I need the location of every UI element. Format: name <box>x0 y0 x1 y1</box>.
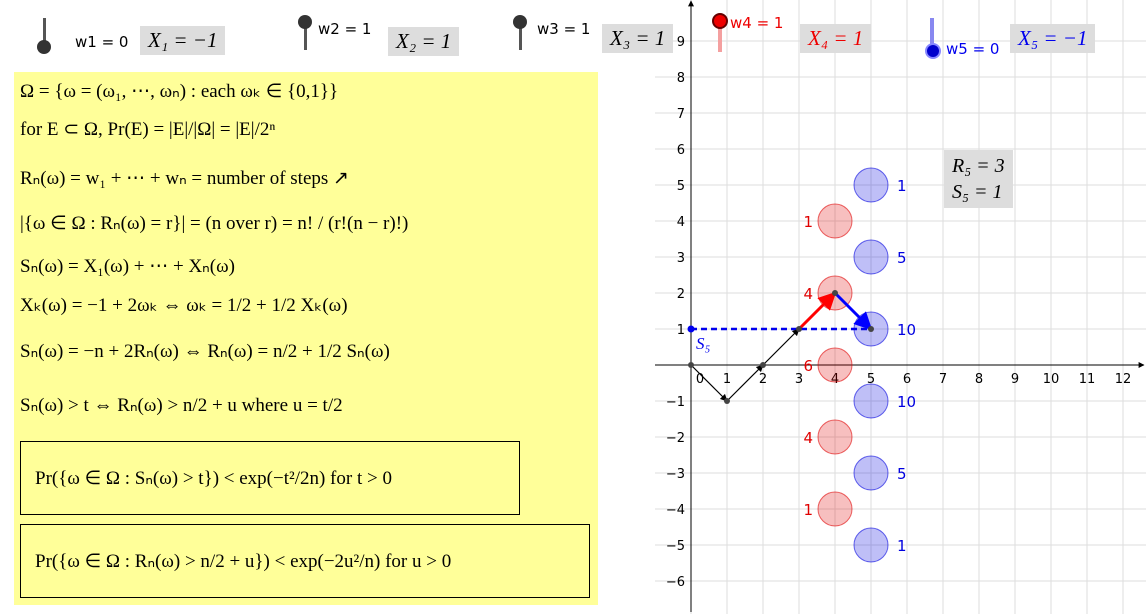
circle-label: 1 <box>803 213 813 231</box>
x-tick-label: 6 <box>903 372 911 387</box>
y-tick-label: −5 <box>666 539 685 554</box>
circle-label: 5 <box>897 249 907 267</box>
probability-circle <box>853 455 889 491</box>
path-step <box>690 364 728 402</box>
slider-knob[interactable] <box>712 13 728 29</box>
probability-circle <box>817 203 853 239</box>
x-tick-label: 9 <box>1011 372 1019 387</box>
slider-label: w3 = 1 <box>537 20 591 38</box>
slider-knob[interactable] <box>925 43 941 59</box>
y-tick-label: 8 <box>677 71 685 86</box>
probability-circle <box>853 239 889 275</box>
circle-label: 5 <box>897 465 907 483</box>
circle-label: 10 <box>897 321 916 339</box>
slider-track <box>43 18 46 50</box>
value-box: X₃ = 1 <box>602 24 674 53</box>
probability-circle <box>817 347 853 383</box>
x-tick-label: 0 <box>696 372 704 387</box>
slider-label: w4 = 1 <box>730 14 784 32</box>
x-tick-label: 1 <box>723 372 731 387</box>
y-tick-label: −4 <box>666 503 685 518</box>
value-box: X₄ = 1 <box>800 24 872 53</box>
y-tick-label: 7 <box>677 107 685 122</box>
path-step <box>762 328 800 366</box>
value-box: X₅ = −1 <box>1010 24 1096 53</box>
slider-label: w1 = 0 <box>75 33 129 51</box>
y-tick-label: 2 <box>677 287 685 302</box>
circle-label: 4 <box>803 429 813 447</box>
slider-knob[interactable] <box>298 15 312 29</box>
y-tick-label: 9 <box>677 35 685 50</box>
x-tick-label: 4 <box>831 372 839 387</box>
y-tick-label: 6 <box>677 143 685 158</box>
path-vertex <box>724 398 730 404</box>
x-tick-label: 5 <box>867 372 875 387</box>
y-tick-label: 1 <box>677 323 685 338</box>
circle-label: 6 <box>803 357 813 375</box>
path-step <box>833 291 873 331</box>
probability-circle <box>853 527 889 563</box>
circle-label: 1 <box>897 177 907 195</box>
probability-circle <box>853 167 889 203</box>
x-tick-label: 3 <box>795 372 803 387</box>
formula-line: Ω = {ω = (ω₁, ⋯, ωₙ) : each ωₖ ∈ {0,1}} <box>20 81 339 102</box>
x-tick-label: 12 <box>1115 372 1132 387</box>
info-line: S₅ = 1 <box>952 181 1003 203</box>
path-step <box>797 291 837 331</box>
point <box>687 325 695 333</box>
probability-circle <box>853 383 889 419</box>
x-tick-label: 2 <box>759 372 767 387</box>
circle-label: 10 <box>897 393 916 411</box>
slider-track <box>519 18 522 50</box>
path-step <box>726 364 764 402</box>
slider-label: w5 = 0 <box>946 40 1000 58</box>
y-tick-label: 3 <box>677 251 685 266</box>
x-tick-label: 10 <box>1043 372 1060 387</box>
formula-line: Sₙ(ω) = −n + 2Rₙ(ω) ⇔ Rₙ(ω) = n/2 + 1/2 … <box>20 341 390 362</box>
circle-label: 1 <box>897 537 907 555</box>
probability-circle <box>817 419 853 455</box>
formula-panel: Ω = {ω = (ω₁, ⋯, ωₙ) : each ωₖ ∈ {0,1}} f… <box>14 72 598 605</box>
formula-line: Rₙ(ω) = w₁ + ⋯ + wₙ = number of steps ↗ <box>20 168 349 189</box>
formula-box: Pr({ω ∈ Ω : Rₙ(ω) > n/2 + u}) < exp(−2u²… <box>20 524 590 598</box>
info-box: R₅ = 3 S₅ = 1 <box>944 150 1013 208</box>
slider-track <box>304 18 307 50</box>
slider-track <box>718 18 722 52</box>
value-box: X₁ = −1 <box>140 26 226 55</box>
value-box: X₂ = 1 <box>388 27 460 56</box>
formula-line: Xₖ(ω) = −1 + 2ωₖ ⇔ ωₖ = 1/2 + 1/2 Xₖ(ω) <box>20 295 348 316</box>
info-line: R₅ = 3 <box>952 155 1005 177</box>
x-tick-label: 7 <box>939 372 947 387</box>
formula-line: Sₙ(ω) > t ⇔ Rₙ(ω) > n/2 + u where u = t/… <box>20 395 343 416</box>
formula-box: Pr({ω ∈ Ω : Sₙ(ω) > t}) < exp(−t²/2n) fo… <box>20 441 520 515</box>
x-tick-label: 8 <box>975 372 983 387</box>
y-tick-label: 5 <box>677 179 685 194</box>
slider-knob[interactable] <box>513 15 527 29</box>
probability-circle <box>817 491 853 527</box>
circle-label: 1 <box>803 501 813 519</box>
path-vertex <box>760 362 766 368</box>
x-tick-label: 11 <box>1079 372 1096 387</box>
circle-label: 4 <box>803 285 813 303</box>
y-tick-label: −6 <box>666 575 685 590</box>
slider-knob[interactable] <box>37 40 51 54</box>
slider-label: w2 = 1 <box>318 20 372 38</box>
path-vertex <box>868 326 874 332</box>
y-tick-label: −1 <box>666 395 685 410</box>
y-tick-label: −3 <box>666 467 685 482</box>
formula-line: for E ⊂ Ω, Pr(E) = |E|/|Ω| = |E|/2ⁿ <box>20 119 276 140</box>
path-vertex <box>796 326 802 332</box>
formula-line: Sₙ(ω) = X₁(ω) + ⋯ + Xₙ(ω) <box>20 256 235 277</box>
path-vertex <box>688 362 694 368</box>
point-label: S₅ <box>696 334 711 353</box>
slider-track <box>930 18 934 50</box>
formula-line: |{ω ∈ Ω : Rₙ(ω) = r}| = (n over r) = n! … <box>20 213 409 234</box>
y-tick-label: 4 <box>677 215 685 230</box>
path-vertex <box>832 290 838 296</box>
y-tick-label: −2 <box>666 431 685 446</box>
